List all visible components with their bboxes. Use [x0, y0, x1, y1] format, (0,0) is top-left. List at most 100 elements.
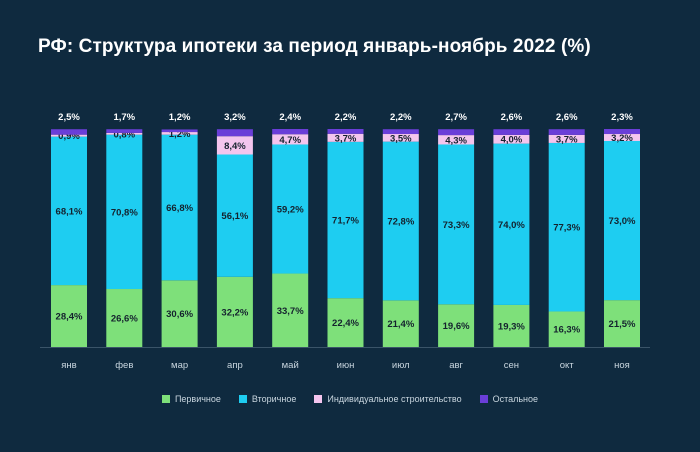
legend-label-primary: Первичное: [174, 394, 221, 404]
chart-legend: Первичное Вторичное Индивидуальное строи…: [0, 394, 700, 404]
bar-segment: [438, 129, 475, 136]
legend-item-other[interactable]: Остальное: [479, 394, 539, 404]
bar-segment: [548, 311, 585, 347]
bar-segment: [604, 140, 640, 301]
bar-segment: [493, 304, 530, 347]
bar-segment: [161, 132, 198, 135]
x-tick-label: июн: [337, 360, 355, 371]
legend-swatch-primary: [161, 395, 170, 403]
data-label: 72,8%: [387, 216, 414, 227]
data-label: 2,5%: [58, 112, 80, 123]
bar-segment: [51, 285, 87, 347]
data-label: 21,4%: [387, 319, 414, 330]
bar-segment: [382, 129, 419, 135]
bar-segment: [438, 135, 475, 145]
legend-swatch-individual: [314, 395, 323, 403]
bar-segment: [548, 134, 585, 143]
data-label: 2,2%: [390, 112, 412, 123]
x-tick-label: май: [282, 360, 299, 371]
data-label: 2,3%: [611, 112, 633, 123]
data-label: 1,2%: [169, 129, 191, 140]
data-label: 32,2%: [221, 307, 248, 318]
bar-segment: [438, 144, 475, 305]
data-label: 4,0%: [501, 135, 523, 146]
x-tick-label: мар: [171, 360, 188, 371]
bar-segment: [382, 141, 419, 301]
data-label: 3,7%: [556, 134, 578, 145]
data-label: 1,7%: [113, 112, 135, 123]
bar-segment: [327, 141, 364, 299]
data-label: 28,4%: [56, 312, 83, 323]
data-label: 66,8%: [166, 203, 193, 214]
legend-label-individual: Индивидуальное строительство: [327, 394, 462, 404]
bar-segment: [272, 129, 309, 135]
data-label: 3,5%: [390, 133, 412, 144]
data-label: 30,6%: [166, 309, 193, 320]
x-tick-label: авг: [449, 360, 463, 371]
bar-segment: [216, 136, 253, 155]
x-tick-label: ноя: [614, 360, 630, 371]
data-label: 2,4%: [279, 112, 301, 123]
bar-segment: [106, 132, 143, 135]
data-label: 4,7%: [279, 135, 301, 146]
bar-segment: [604, 134, 640, 141]
x-tick-label: янв: [61, 360, 76, 371]
bar-segment: [548, 142, 585, 312]
data-label: 16,3%: [553, 325, 580, 336]
bar-segment: [493, 134, 530, 144]
bar-segment: [493, 143, 530, 305]
data-label: 3,2%: [611, 133, 633, 144]
data-label: 56,1%: [221, 211, 248, 222]
data-label: 71,7%: [332, 216, 359, 227]
bar-segment: [272, 273, 309, 347]
bar-segment: [382, 134, 419, 142]
bar-segment: [548, 129, 585, 135]
data-label: 4,3%: [445, 135, 467, 146]
data-label: 2,6%: [556, 112, 578, 123]
data-label: 0,9%: [58, 131, 80, 142]
data-label: 3,2%: [224, 112, 246, 123]
data-label: 73,0%: [609, 216, 636, 227]
legend-label-secondary: Вторичное: [251, 394, 297, 404]
bar-segment: [161, 134, 198, 281]
bar-segment: [106, 129, 143, 133]
bar-segment: [216, 129, 253, 137]
x-tick-label: окт: [560, 360, 575, 371]
legend-item-individual[interactable]: Индивидуальное строительство: [314, 394, 462, 404]
bar-segment: [382, 300, 419, 347]
legend-label-other: Остальное: [492, 394, 539, 404]
bar-segment: [106, 134, 143, 290]
bar-segment: [51, 136, 87, 286]
bar-segment: [327, 298, 364, 347]
x-tick-label: фев: [115, 360, 133, 371]
data-label: 33,7%: [277, 306, 304, 317]
bar-segment: [604, 129, 640, 135]
data-label: 77,3%: [553, 223, 580, 234]
data-label: 22,4%: [332, 318, 359, 329]
chart-title: РФ: Структура ипотеки за период январь-н…: [38, 36, 591, 57]
bar-segment: [272, 144, 309, 274]
bar-segment: [106, 289, 143, 347]
x-tick-label: сен: [504, 360, 519, 371]
bar-segment: [51, 134, 87, 137]
legend-item-secondary[interactable]: Вторичное: [238, 394, 297, 404]
data-label: 74,0%: [498, 220, 525, 231]
bar-segment: [272, 134, 309, 145]
data-label: 2,6%: [501, 112, 523, 123]
data-label: 21,5%: [609, 319, 636, 330]
data-label: 59,2%: [277, 205, 304, 216]
data-label: 70,8%: [111, 207, 138, 218]
bar-segment: [327, 129, 364, 134]
bar-segment: [438, 304, 475, 347]
x-tick-label: апр: [227, 360, 243, 371]
bar-segment: [51, 129, 87, 135]
data-label: 68,1%: [56, 206, 83, 217]
legend-swatch-secondary: [238, 395, 247, 403]
bar-segment: [161, 280, 198, 347]
bar-segment: [216, 154, 253, 277]
bar-segment: [216, 276, 253, 347]
legend-item-primary[interactable]: Первичное: [161, 394, 221, 404]
bar-segment: [327, 133, 364, 142]
data-label: 19,6%: [443, 321, 470, 332]
